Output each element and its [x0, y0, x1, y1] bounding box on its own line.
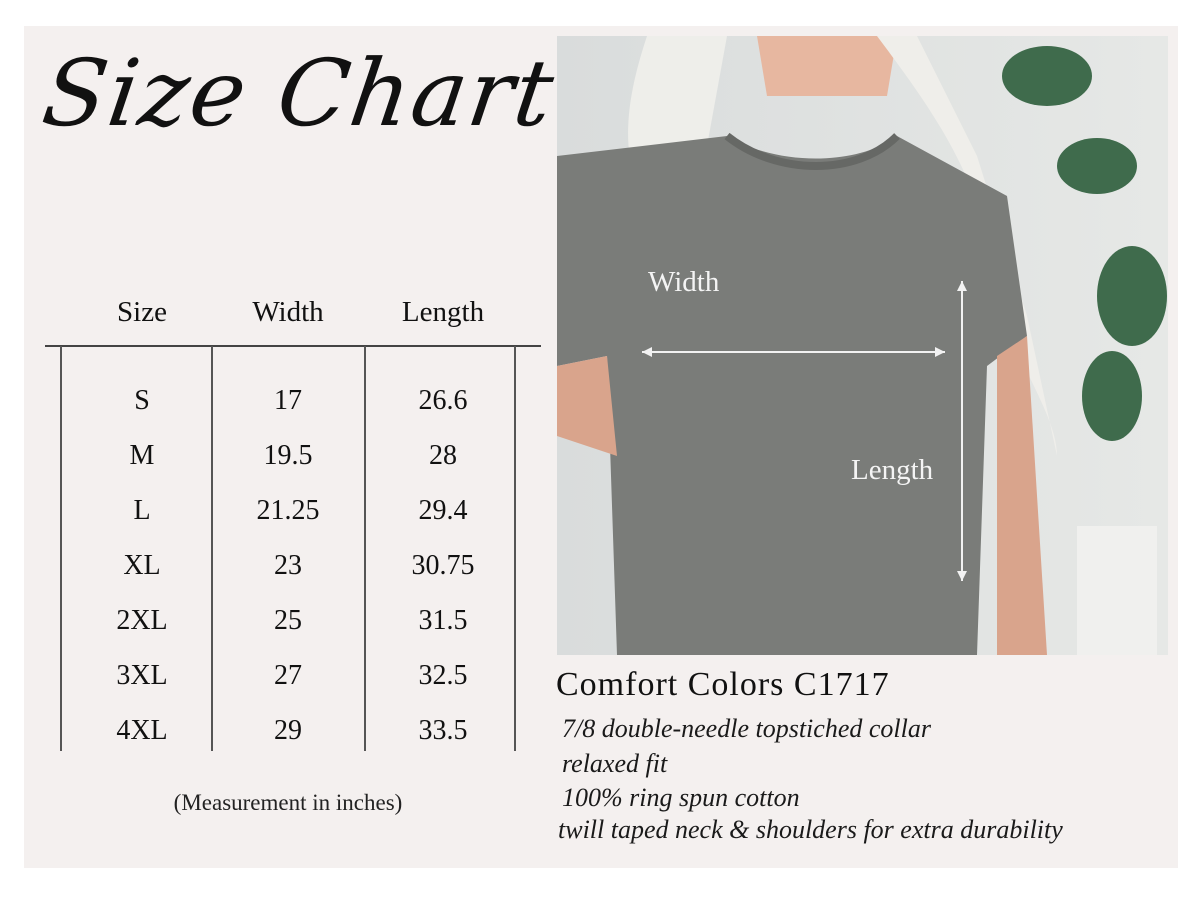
cell-size: 4XL: [116, 715, 168, 746]
cell-size: 3XL: [116, 660, 168, 691]
cell-length: 28: [429, 440, 457, 471]
column-divider: [364, 346, 366, 751]
arm: [997, 336, 1047, 655]
planter: [1077, 526, 1157, 655]
header-divider: [45, 345, 541, 347]
model-photo: Width Length: [557, 36, 1168, 655]
cell-width: 19.5: [263, 440, 313, 471]
cell-size: XL: [123, 550, 161, 581]
size-chart-title: Size Chart: [36, 40, 562, 147]
feature-item: twill taped neck & shoulders for extra d…: [558, 815, 1063, 844]
width-label: Width: [648, 266, 720, 298]
cell-length: 32.5: [418, 660, 468, 691]
column-divider: [514, 346, 516, 751]
header-width: Width: [252, 296, 324, 328]
column-divider: [211, 346, 213, 751]
cell-size: M: [129, 440, 155, 471]
feature-item: relaxed fit: [562, 749, 668, 778]
cell-length: 31.5: [418, 605, 468, 636]
cell-length: 30.75: [411, 550, 475, 581]
header-size: Size: [117, 296, 167, 328]
cell-length: 33.5: [418, 715, 468, 746]
face: [757, 36, 897, 96]
cell-size: L: [133, 495, 151, 526]
measurement-note: (Measurement in inches): [173, 790, 403, 815]
shirt-photo-illustration: [557, 36, 1168, 655]
cell-length: 26.6: [418, 385, 468, 416]
cell-size: 2XL: [116, 605, 168, 636]
cell-width: 21.25: [256, 495, 320, 526]
length-label: Length: [851, 454, 934, 486]
cell-width: 25: [274, 605, 302, 636]
cell-length: 29.4: [418, 495, 468, 526]
plant: [1002, 46, 1167, 441]
cell-width: 29: [274, 715, 302, 746]
feature-item: 7/8 double-needle topstiched collar: [562, 714, 931, 743]
product-name: Comfort Colors C1717: [556, 666, 890, 703]
feature-item: 100% ring spun cotton: [562, 783, 800, 812]
t-shirt: [557, 136, 1027, 655]
cell-width: 27: [274, 660, 302, 691]
cell-size: S: [134, 385, 150, 416]
cell-width: 17: [274, 385, 302, 416]
header-length: Length: [401, 296, 485, 328]
cell-width: 23: [274, 550, 302, 581]
column-divider: [60, 346, 62, 751]
